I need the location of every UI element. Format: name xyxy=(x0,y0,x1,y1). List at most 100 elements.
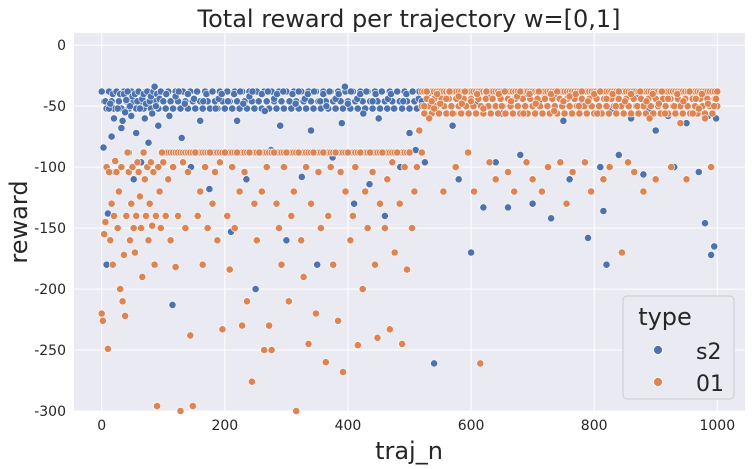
point-01 xyxy=(107,199,116,208)
point-01 xyxy=(117,163,126,171)
point-01 xyxy=(473,90,482,98)
point-01 xyxy=(708,109,717,118)
point-01 xyxy=(220,148,229,157)
point-01 xyxy=(361,187,370,196)
point-01 xyxy=(161,211,170,220)
point-01 xyxy=(193,211,202,220)
point-s2 xyxy=(398,104,406,113)
point-01 xyxy=(304,339,313,348)
point-s2 xyxy=(97,87,106,96)
point-01 xyxy=(587,187,595,196)
point-01 xyxy=(282,148,291,157)
point-01 xyxy=(284,297,293,306)
point-01 xyxy=(412,163,421,171)
point-01 xyxy=(664,94,672,103)
point-01 xyxy=(169,163,177,171)
point-s2 xyxy=(144,138,153,147)
point-01 xyxy=(611,102,620,111)
point-01 xyxy=(630,168,639,176)
legend-title: type xyxy=(638,303,692,331)
point-s2 xyxy=(343,99,352,108)
point-01 xyxy=(712,94,720,103)
point-s2 xyxy=(307,126,315,135)
legend: type s2 01 xyxy=(622,295,735,400)
point-01 xyxy=(568,168,577,176)
point-01 xyxy=(513,102,522,111)
point-01 xyxy=(673,90,682,98)
point-s2 xyxy=(359,109,368,118)
point-01 xyxy=(164,175,173,184)
tick-labels: 0 200 400 600 800 1000 0 -50 -100 -150 -200 -250 -30… xyxy=(34,38,735,434)
point-01 xyxy=(464,148,472,157)
point-s2 xyxy=(302,104,310,113)
point-s2 xyxy=(651,126,660,135)
legend-box xyxy=(622,295,735,400)
point-01 xyxy=(126,236,134,245)
point-01 xyxy=(287,211,296,220)
point-s2 xyxy=(559,116,568,125)
point-01 xyxy=(531,99,540,108)
point-01 xyxy=(445,87,454,96)
y-tick-label: -250 xyxy=(34,343,66,359)
point-01 xyxy=(203,224,212,232)
point-01 xyxy=(507,97,515,106)
point-01 xyxy=(633,102,642,111)
point-s2 xyxy=(217,90,226,98)
point-s2 xyxy=(242,175,251,184)
point-s2 xyxy=(99,143,108,152)
point-01 xyxy=(405,148,414,157)
legend-marker-s2 xyxy=(653,345,663,355)
point-s2 xyxy=(350,199,358,208)
point-01 xyxy=(388,158,397,167)
point-01 xyxy=(550,107,559,115)
point-01 xyxy=(97,309,106,318)
point-s2 xyxy=(123,87,132,96)
point-01 xyxy=(599,175,608,184)
point-s2 xyxy=(393,87,402,96)
point-01 xyxy=(215,158,224,167)
point-01 xyxy=(334,316,342,325)
point-01 xyxy=(654,99,663,108)
point-01 xyxy=(568,109,576,118)
point-01 xyxy=(605,109,613,118)
point-01 xyxy=(225,265,234,274)
point-01 xyxy=(582,109,591,118)
point-01 xyxy=(122,211,131,220)
point-01 xyxy=(380,224,389,232)
point-s2 xyxy=(291,99,300,108)
point-01 xyxy=(651,175,660,184)
point-s2 xyxy=(639,170,648,179)
point-01 xyxy=(485,158,494,167)
point-01 xyxy=(240,168,249,176)
point-s2 xyxy=(107,132,116,141)
point-s2 xyxy=(374,114,383,123)
point-s2 xyxy=(220,104,229,113)
point-01 xyxy=(519,109,528,118)
point-01 xyxy=(191,148,200,157)
point-01 xyxy=(451,163,460,171)
point-01 xyxy=(183,168,192,176)
point-01 xyxy=(341,187,350,196)
point-s2 xyxy=(199,97,208,106)
point-s2 xyxy=(310,87,318,96)
point-01 xyxy=(373,333,382,342)
point-s2 xyxy=(262,97,271,106)
point-01 xyxy=(99,316,107,325)
point-s2 xyxy=(223,97,232,106)
point-01 xyxy=(297,236,306,245)
point-01 xyxy=(457,99,466,108)
point-01 xyxy=(448,109,457,118)
point-s2 xyxy=(362,87,371,96)
point-01 xyxy=(476,359,485,368)
point-01 xyxy=(596,87,605,96)
point-01 xyxy=(565,102,574,111)
point-01 xyxy=(510,187,519,196)
point-01 xyxy=(129,224,138,232)
point-01 xyxy=(430,104,438,113)
point-01 xyxy=(509,109,517,118)
point-s2 xyxy=(408,87,417,96)
point-s2 xyxy=(113,104,122,113)
point-01 xyxy=(144,236,153,245)
point-s2 xyxy=(205,185,214,193)
point-01 xyxy=(116,285,125,293)
